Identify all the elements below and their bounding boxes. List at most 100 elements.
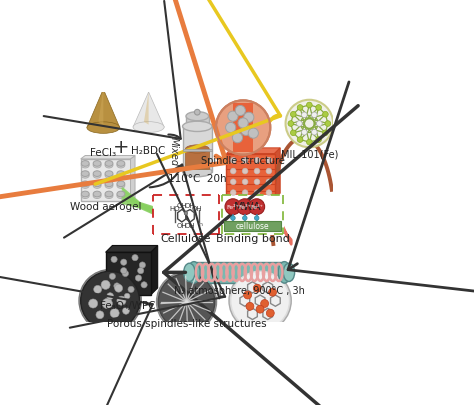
Circle shape bbox=[248, 129, 258, 139]
Circle shape bbox=[139, 262, 146, 269]
Circle shape bbox=[230, 158, 236, 164]
Ellipse shape bbox=[188, 262, 200, 284]
Circle shape bbox=[184, 212, 188, 215]
Ellipse shape bbox=[93, 173, 101, 179]
Circle shape bbox=[254, 179, 260, 185]
Circle shape bbox=[266, 190, 272, 196]
Circle shape bbox=[235, 106, 246, 116]
Bar bbox=[222, 196, 283, 234]
Circle shape bbox=[285, 100, 333, 148]
Bar bbox=[233, 104, 240, 152]
Circle shape bbox=[237, 199, 253, 215]
Text: Binding bond: Binding bond bbox=[216, 234, 290, 244]
Circle shape bbox=[317, 122, 322, 127]
Circle shape bbox=[244, 113, 254, 123]
Polygon shape bbox=[106, 246, 158, 253]
Ellipse shape bbox=[117, 181, 125, 187]
Circle shape bbox=[231, 272, 290, 330]
Ellipse shape bbox=[184, 264, 195, 282]
Ellipse shape bbox=[117, 183, 125, 189]
Ellipse shape bbox=[105, 173, 113, 179]
Text: OH: OH bbox=[185, 202, 195, 209]
Text: HO: HO bbox=[170, 206, 180, 211]
Circle shape bbox=[297, 137, 303, 143]
Text: Mixed: Mixed bbox=[169, 137, 179, 166]
Circle shape bbox=[229, 270, 291, 332]
Circle shape bbox=[109, 273, 116, 280]
Circle shape bbox=[323, 131, 328, 136]
Circle shape bbox=[230, 179, 236, 185]
Text: Fe³⁺: Fe³⁺ bbox=[250, 205, 263, 210]
Text: Fe₃O₄/WPC: Fe₃O₄/WPC bbox=[100, 300, 156, 310]
Polygon shape bbox=[99, 90, 103, 126]
Ellipse shape bbox=[185, 145, 209, 154]
Circle shape bbox=[242, 158, 248, 164]
Ellipse shape bbox=[133, 122, 164, 133]
Circle shape bbox=[238, 119, 248, 129]
Text: n: n bbox=[199, 221, 202, 226]
Circle shape bbox=[266, 158, 272, 164]
Bar bbox=[186, 117, 209, 128]
Circle shape bbox=[297, 105, 303, 111]
Circle shape bbox=[244, 291, 252, 299]
Ellipse shape bbox=[283, 264, 295, 282]
Text: Spindle structure: Spindle structure bbox=[201, 156, 285, 166]
Ellipse shape bbox=[81, 161, 89, 167]
Circle shape bbox=[256, 305, 264, 313]
Ellipse shape bbox=[81, 193, 89, 199]
Text: Cellulose: Cellulose bbox=[161, 234, 211, 244]
Circle shape bbox=[124, 294, 130, 299]
Polygon shape bbox=[274, 149, 280, 199]
Circle shape bbox=[156, 272, 217, 332]
Circle shape bbox=[128, 286, 134, 293]
Circle shape bbox=[79, 270, 141, 332]
Circle shape bbox=[301, 113, 307, 118]
Text: Fe³⁺: Fe³⁺ bbox=[238, 205, 251, 210]
Ellipse shape bbox=[93, 183, 101, 189]
Ellipse shape bbox=[93, 181, 101, 187]
Circle shape bbox=[96, 311, 104, 319]
Circle shape bbox=[194, 110, 200, 116]
Ellipse shape bbox=[93, 161, 101, 167]
Text: OH: OH bbox=[192, 206, 202, 211]
Circle shape bbox=[301, 130, 307, 136]
Text: OH: OH bbox=[185, 223, 195, 229]
Ellipse shape bbox=[105, 163, 113, 168]
Circle shape bbox=[226, 123, 236, 133]
Ellipse shape bbox=[81, 192, 89, 197]
Text: MIL-101(Fe): MIL-101(Fe) bbox=[281, 149, 338, 159]
Circle shape bbox=[117, 296, 126, 305]
Ellipse shape bbox=[81, 181, 89, 187]
Circle shape bbox=[254, 190, 260, 196]
Ellipse shape bbox=[105, 192, 113, 197]
Ellipse shape bbox=[105, 181, 113, 187]
Ellipse shape bbox=[117, 171, 125, 177]
Text: 110°C  20h: 110°C 20h bbox=[168, 174, 227, 184]
Circle shape bbox=[316, 105, 321, 111]
Ellipse shape bbox=[117, 192, 125, 197]
Polygon shape bbox=[144, 93, 149, 125]
Bar bbox=[240, 104, 246, 152]
Bar bbox=[194, 262, 284, 284]
Ellipse shape bbox=[117, 163, 125, 168]
Circle shape bbox=[242, 169, 248, 175]
Bar bbox=[185, 149, 209, 169]
Circle shape bbox=[269, 288, 276, 296]
Ellipse shape bbox=[81, 171, 89, 177]
Circle shape bbox=[81, 272, 139, 330]
Circle shape bbox=[123, 308, 129, 314]
Circle shape bbox=[158, 274, 215, 330]
Ellipse shape bbox=[93, 171, 101, 177]
Circle shape bbox=[115, 285, 123, 292]
Circle shape bbox=[230, 190, 236, 196]
Text: OH: OH bbox=[176, 223, 187, 229]
Circle shape bbox=[307, 103, 312, 109]
Circle shape bbox=[107, 293, 113, 300]
Circle shape bbox=[242, 179, 248, 185]
Ellipse shape bbox=[81, 173, 89, 179]
Circle shape bbox=[132, 255, 138, 261]
Ellipse shape bbox=[182, 122, 212, 132]
Text: cellulose: cellulose bbox=[236, 222, 270, 231]
Ellipse shape bbox=[105, 171, 113, 177]
Circle shape bbox=[311, 113, 317, 118]
